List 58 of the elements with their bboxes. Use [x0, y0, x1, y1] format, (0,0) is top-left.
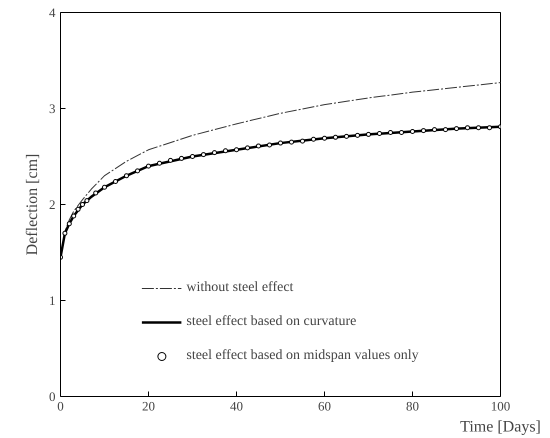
y-tick-label: 3	[49, 101, 56, 116]
x-tick-label: 60	[318, 398, 331, 414]
point	[102, 184, 107, 190]
point	[289, 140, 294, 145]
point	[476, 125, 481, 130]
point	[278, 140, 283, 146]
y-tick-label: 2	[49, 197, 56, 212]
point	[146, 164, 151, 169]
point	[333, 134, 338, 140]
x-axis-title: Time [Days]	[460, 418, 541, 436]
point	[135, 168, 140, 174]
point	[212, 150, 217, 156]
point	[93, 190, 98, 196]
point	[300, 138, 305, 144]
point	[113, 178, 118, 184]
point	[355, 132, 360, 138]
point	[377, 130, 382, 136]
legend-label: steel effect based on midspan values only	[186, 348, 419, 364]
x-tick-label: 20	[142, 398, 155, 414]
x-tick-label: 80	[406, 398, 419, 414]
point	[201, 152, 206, 158]
point	[168, 158, 173, 163]
point	[84, 198, 90, 204]
legend-label: without steel effect	[186, 280, 294, 296]
legend-label: steel effect based on curvature	[186, 314, 356, 330]
point	[80, 202, 85, 207]
point	[366, 132, 371, 137]
point	[421, 128, 426, 134]
x-tick-label: 100	[490, 398, 510, 414]
point	[443, 127, 448, 132]
y-tick-label: 1	[49, 293, 56, 308]
point	[71, 214, 76, 219]
point	[245, 145, 250, 150]
point	[223, 148, 228, 154]
point	[124, 173, 129, 178]
point	[410, 129, 415, 134]
x-tick-label: 40	[230, 398, 243, 414]
point	[234, 147, 239, 152]
y-tick-label: 4	[49, 5, 56, 20]
point	[157, 160, 162, 166]
point	[256, 143, 261, 148]
point	[487, 125, 492, 130]
y-tick-label: 0	[49, 389, 56, 404]
point	[388, 130, 393, 135]
point	[399, 130, 404, 135]
point	[311, 136, 316, 142]
point	[344, 134, 349, 139]
point	[454, 126, 459, 132]
point	[179, 156, 184, 161]
point	[190, 154, 195, 159]
point	[66, 221, 72, 226]
point	[62, 230, 68, 236]
point	[432, 127, 437, 132]
point	[322, 136, 327, 141]
point	[76, 206, 81, 212]
point	[267, 142, 272, 148]
point	[465, 125, 470, 130]
y-axis-title: Deflection [cm]	[24, 154, 41, 256]
